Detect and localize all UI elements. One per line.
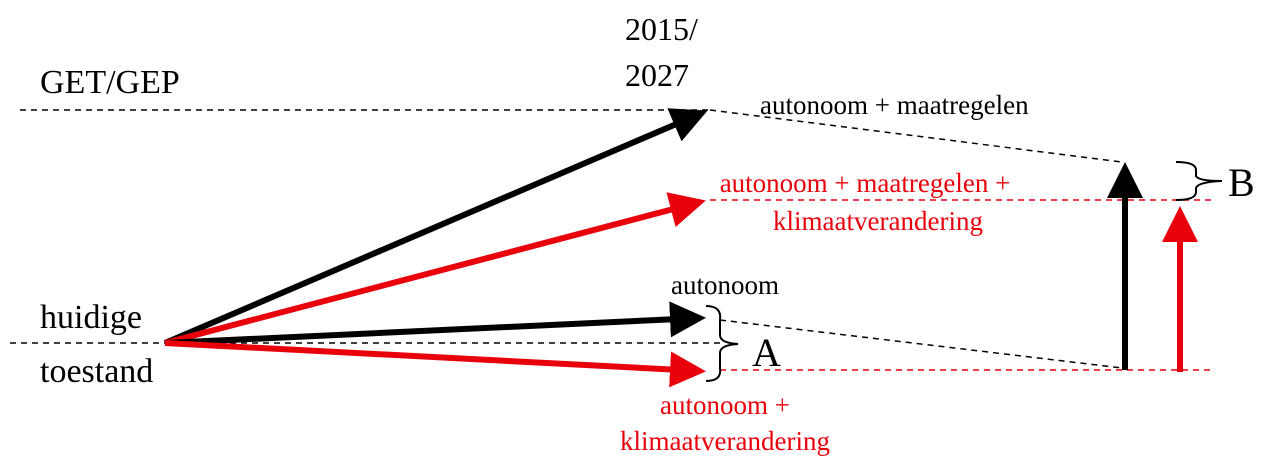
level-label: GET/GEP [40,64,180,101]
arrow [163,108,708,346]
trend-line [719,319,1123,369]
scenario-label: klimaatverandering [620,426,830,456]
arrows [163,108,1198,388]
scenario-label: autonoom + maatregelen + [720,168,1011,198]
trend-line [709,109,1123,163]
year: 2027 [625,57,689,93]
scenario-label: autonoom + maatregelen [760,90,1029,120]
bracket-label: B [1228,160,1255,205]
bracket-a [705,305,739,382]
dashed-lines [10,109,1215,371]
arrow [164,192,706,346]
scenario-label: autonoom [671,270,779,300]
bracket-b [1175,161,1223,201]
bracket-label: A [752,330,781,375]
arrow [164,340,706,388]
level-label: huidige [40,299,142,336]
arrow [164,301,706,346]
year: 2015/ [625,11,698,47]
scenario-label: klimaatverandering [773,206,983,236]
scenario-label: autonoom + [660,390,790,420]
level-label: toestand [40,353,153,390]
